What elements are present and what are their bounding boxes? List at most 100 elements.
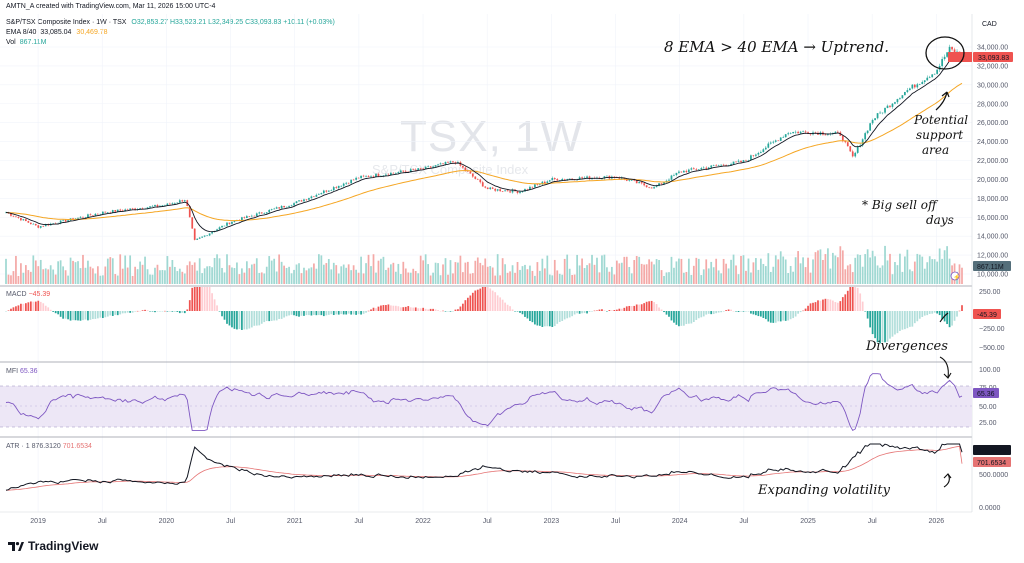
time-tick: Jul [868,518,877,525]
candle [176,202,179,204]
volume-bar [638,256,641,284]
flash-glyph: ⚡ [953,273,960,281]
macd-bar [869,311,871,328]
volume-bar [846,265,849,284]
volume-bar [320,255,323,284]
macd-bar [417,308,420,311]
macd-bar [350,311,353,315]
symbol-legend[interactable]: S&P/TSX Composite Index · 1W · TSX O32,8… [6,18,335,27]
volume-bar [829,268,832,284]
volume-bar [223,272,226,284]
volume-bar [710,261,713,284]
last-price-label: 33,093.83 [948,52,1013,62]
macd-bar [111,311,114,316]
vol-legend[interactable]: Vol 867.11M [6,38,46,47]
candle [519,191,521,194]
volume-bar [47,269,50,284]
annotation-divergence-arrow-down [939,356,952,379]
volume-bar [543,268,546,284]
ema-legend[interactable]: EMA 8/40 33,085.04 30,469.78 [6,28,108,37]
macd-bar [635,304,638,311]
candle [434,165,437,167]
candle [943,56,946,60]
macd-bar [832,300,834,311]
macd-bar [812,302,814,311]
volume-bar [916,253,919,284]
macd-bar [685,311,688,325]
volume-bar [213,257,216,284]
macd-bar [462,303,464,311]
candle [516,191,519,194]
macd-bar [762,311,765,318]
macd-bar [144,309,146,311]
volume-bar [653,264,655,284]
volume-bar [648,259,650,284]
volume-bar [499,275,502,284]
volume-bar [241,268,243,284]
volume-bar [327,259,330,284]
macd-bar [283,311,285,318]
macd-bar [752,311,755,315]
volume-bar [839,246,842,284]
candle [779,137,782,141]
macd-price-label: -45.39 [973,309,1001,319]
candle [797,131,799,134]
macd-bar [886,311,889,342]
candle [834,131,837,133]
volume-bar [752,262,755,284]
macd-price-text: -45.39 [977,312,997,319]
candle [787,133,790,135]
candle [12,215,15,217]
macd-bar [146,310,149,311]
candle [705,167,708,169]
candle [318,194,320,195]
candle [268,209,271,213]
macd-bar [42,303,45,311]
candle [874,118,876,121]
symbol-name[interactable]: S&P/TSX Composite Index · 1W · TSX [6,19,127,26]
currency-label[interactable]: CAD [982,21,997,28]
macd-bar [131,311,134,313]
macd-bar [777,311,780,322]
candle [692,168,695,170]
volume-bar [687,258,690,284]
volume-bar [491,267,494,284]
macd-bar [695,311,698,320]
volume-bar [283,265,285,284]
volume-bar [265,266,268,284]
volume-bar [879,267,881,284]
candle [10,213,12,216]
candle [52,223,55,225]
volume-bar [49,265,52,284]
price-tick: 16,000.00 [977,215,1008,222]
candle [87,214,89,218]
volume-bar [350,270,353,284]
volume-bar [226,254,228,284]
candle [432,166,434,168]
volume-bar [519,269,521,284]
candle [342,183,345,186]
candle [926,77,929,81]
macd-bar [360,311,362,315]
macd-bar [899,311,901,331]
volume-bar [869,257,871,284]
volume-bar [896,265,899,284]
candle [474,176,477,179]
volume-bar [67,275,69,284]
volume-bar [717,270,720,284]
macd-bar [576,311,578,314]
macd-bar [767,311,770,322]
candle [439,163,442,165]
candle [710,165,713,168]
macd-bar [678,311,680,327]
macd-bar [655,304,658,311]
volume-bar [159,270,161,284]
volume-bar [623,256,626,284]
macd-bar [211,293,213,311]
macd-bar [829,299,832,311]
candle [278,207,281,209]
macd-bar [372,307,375,311]
volume-bar [591,254,593,284]
candle [712,165,715,167]
